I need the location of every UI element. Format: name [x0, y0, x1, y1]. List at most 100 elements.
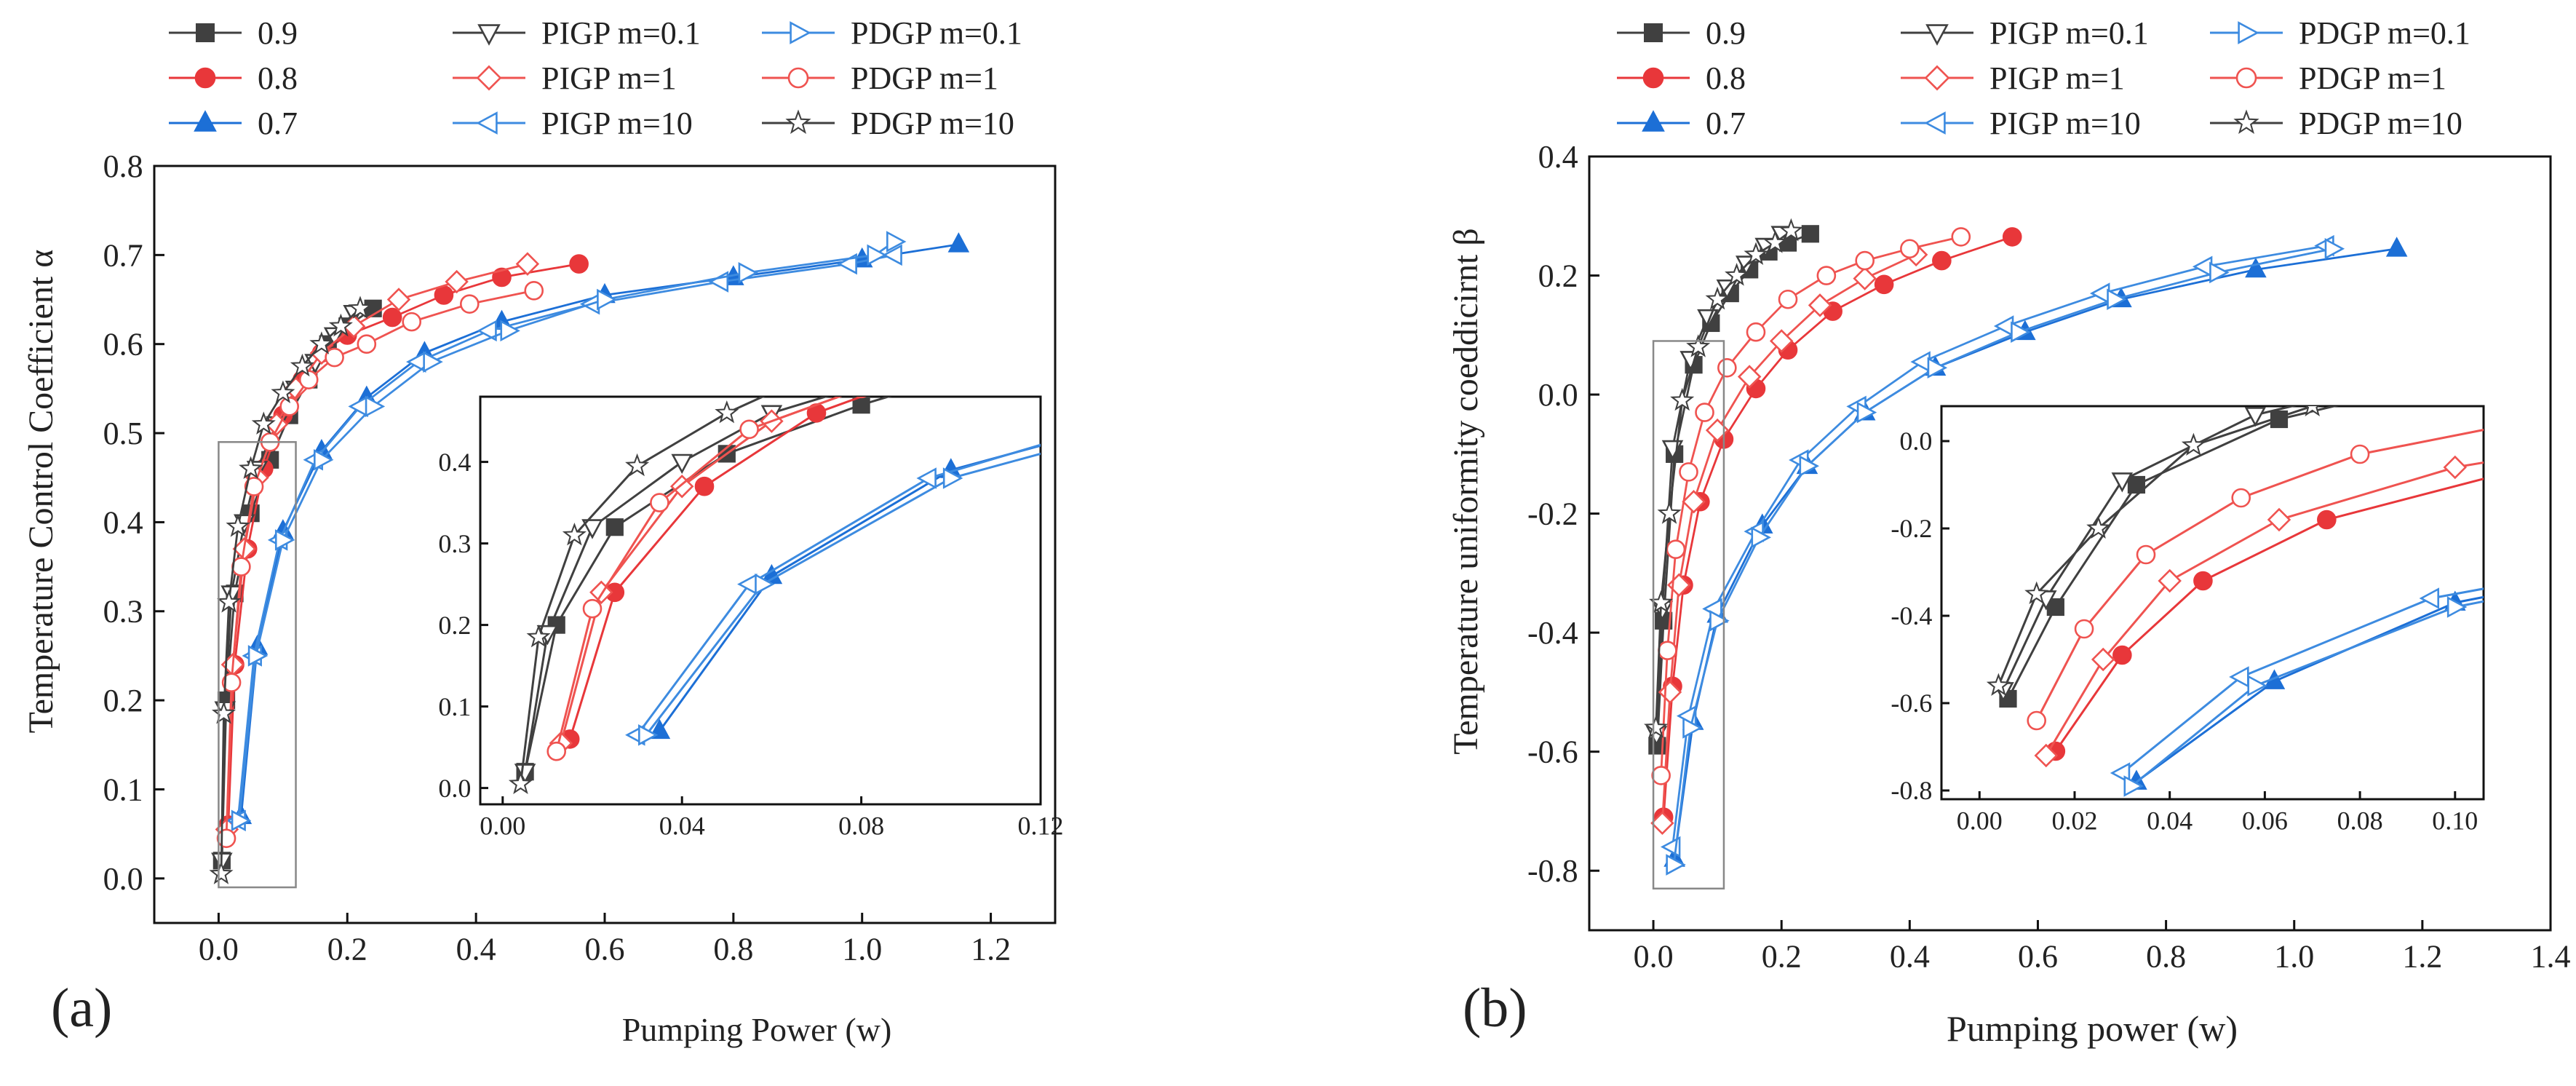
- panel-b: 0.9 PIGP m=0.1 PDGP m=0.1 0.8 PIGP m=1 PDGP m…: [1447, 15, 2571, 1049]
- a-inset-point-pdgp-m-1: [546, 741, 567, 761]
- b-legend-swatch-marker: [1924, 65, 1950, 91]
- a-point-pdgp-m-1: [221, 673, 242, 692]
- a-inset-point-0-8: [942, 355, 960, 373]
- a-inset-point-pdgp-m-10: [806, 362, 826, 381]
- a-inset-point-pigp-m-0-1: [897, 365, 915, 382]
- b-legend-swatch-marker: [1925, 24, 1949, 46]
- a-point-pigp-m-10: [708, 271, 729, 293]
- a-xtick-label: 0.8: [713, 932, 753, 967]
- b-point-pdgp-m-1: [1717, 357, 1737, 378]
- a-inset-point-pigp-m-0-1: [1166, 308, 1184, 325]
- b-inset-point-pigp-m-1: [2443, 455, 2468, 480]
- a-point-pdgp-m-0-1: [738, 262, 759, 284]
- a-line-pdgp-m-1: [225, 289, 534, 839]
- a-point-pdgp-m-0-1: [314, 448, 334, 471]
- a-inset-point-pdgp-m-1: [739, 419, 759, 440]
- a-legend-item-0-9: 0.9: [169, 15, 298, 51]
- a-point-pdgp-m-1: [459, 294, 480, 314]
- a-legend-item-pdgp-m-1: PDGP m=1: [762, 60, 998, 96]
- b-inset-point-pdgp-m-10: [2181, 432, 2206, 456]
- a-inset-xtick-label: 0.00: [480, 811, 525, 840]
- b-point-pdgp-m-1: [1778, 289, 1798, 309]
- b-point-pdgp-m-10: [1644, 715, 1669, 739]
- b-point-pdgp-m-1: [1695, 403, 1714, 422]
- b-point-pdgp-m-1: [1651, 766, 1671, 785]
- a-point-0-8: [569, 254, 589, 274]
- inset-series-group-a: [508, 274, 1543, 795]
- a-point-pdgp-m-1: [298, 370, 319, 389]
- b-inset-point-pdgp-m-10: [2024, 581, 2049, 605]
- a-inset-line-0-8: [568, 397, 864, 740]
- inset-background-b: [1941, 406, 2484, 799]
- b-point-pigp-m-1: [1682, 490, 1706, 514]
- a-inset-point-pigp-m-1: [896, 362, 917, 383]
- y-axis-ticks-a: 0.0 0.1 0.2 0.3 0.4 0.5 0.6 0.7 0.8: [103, 148, 164, 897]
- b-inset-point-pdgp-m-10: [2086, 515, 2111, 539]
- inset-x-ticks-a: 0.00 0.04 0.08 0.12: [480, 796, 1064, 840]
- a-inset-point-pigp-m-0-1: [1031, 333, 1049, 349]
- a-legend-label: 0.9: [258, 15, 298, 51]
- b-legend-label: PIGP m=10: [1989, 106, 2141, 141]
- b-inset-point-pigp-m-1: [2267, 507, 2291, 532]
- a-legend-item-0-8: 0.8: [169, 60, 298, 96]
- a-point-0-7: [947, 232, 970, 253]
- a-inset-point-pigp-m-10: [916, 467, 937, 489]
- b-legend-label: PDGP m=10: [2299, 106, 2462, 141]
- a-inset-point-pdgp-m-0-1: [638, 724, 659, 746]
- a-legend-item-pigp-m-0-1: PIGP m=0.1: [453, 15, 701, 51]
- a-inset-point-0-7: [1211, 387, 1229, 403]
- b-inset-series-pdgp-m-10: [1986, 406, 2320, 697]
- a-inset-point-0-7: [1524, 338, 1543, 354]
- b-point-0-8: [1874, 274, 1894, 295]
- b-point-pigp-m-1: [1737, 365, 1762, 389]
- b-legend-item-pigp-m-1: PIGP m=1: [1901, 60, 2125, 96]
- legend-b: 0.9 PIGP m=0.1 PDGP m=0.1 0.8 PIGP m=1 PDGP m…: [1617, 15, 2470, 141]
- b-legend-label: 0.7: [1706, 106, 1746, 141]
- b-inset-point-pdgp-m-1: [2136, 544, 2156, 565]
- y-axis-ticks-b: -0.8 -0.6 -0.4 -0.2 0.0 0.2 0.4: [1527, 139, 1599, 889]
- b-legend-item-0-9: 0.9: [1617, 15, 1746, 51]
- b-ytick-label: 0.4: [1538, 139, 1578, 175]
- panel-label-a: (a): [51, 978, 112, 1039]
- a-point-pdgp-m-10: [290, 353, 314, 377]
- a-point-pdgp-m-1: [402, 312, 422, 332]
- b-legend-item-pdgp-m-1: PDGP m=1: [2210, 60, 2446, 96]
- a-point-pdgp-m-1: [216, 828, 236, 849]
- a-legend-swatch-marker: [785, 109, 811, 135]
- b-inset-point-pdgp-m-0-1: [2446, 596, 2468, 618]
- b-point-pdgp-m-10: [1744, 242, 1768, 266]
- a-inset-point-pdgp-m-10: [941, 333, 961, 352]
- b-ytick-label: -0.8: [1527, 853, 1578, 889]
- x-axis-ticks-a: 0.0 0.2 0.4 0.6 0.8 1.0 1.2: [199, 913, 1011, 967]
- a-inset-point-pdgp-m-1: [582, 598, 603, 619]
- a-inset-point-pdgp-m-1: [1301, 302, 1319, 320]
- b-inset-point-pdgp-m-10: [2305, 406, 2320, 417]
- b-ytick-label: 0.2: [1538, 258, 1578, 293]
- b-inset-point-0-8: [2193, 571, 2213, 591]
- a-xtick-label: 0.6: [585, 932, 625, 967]
- a-ytick-label: 0.5: [103, 416, 143, 451]
- a-inset-ytick-label: 0.4: [438, 448, 471, 477]
- a-xtick-label: 1.0: [842, 932, 882, 967]
- b-point-pdgp-m-1: [1666, 539, 1686, 559]
- a-inset-point-pigp-m-0-1: [581, 519, 603, 539]
- inset-series-group-b: [1986, 406, 2484, 797]
- a-point-pdgp-m-1: [244, 477, 264, 496]
- b-point-pigp-m-1: [1658, 680, 1682, 705]
- b-inset-line-pdgp-m-10: [1997, 406, 2318, 686]
- a-point-0-8: [434, 285, 454, 305]
- a-point-pdgp-m-10: [239, 456, 263, 480]
- a-point-pdgp-m-10: [328, 313, 353, 337]
- a-xtick-label: 0.0: [199, 932, 239, 967]
- panel-a: 0.9 PIGP m=0.1 PDGP m=0.1 0.8 PIGP m=1 PDGP m…: [22, 15, 1543, 1048]
- b-series-pdgp-m-10: [1644, 218, 1803, 739]
- a-point-0-8: [382, 307, 402, 328]
- b-point-pdgp-m-0-1: [2107, 288, 2127, 311]
- b-inset-point-0-8: [2112, 645, 2132, 665]
- b-point-pdgp-m-1: [1816, 266, 1837, 285]
- a-legend-swatch-marker: [194, 110, 217, 132]
- b-inset-point-0-8: [2317, 510, 2337, 530]
- b-ytick-label: -0.2: [1527, 496, 1578, 532]
- a-point-pdgp-m-10: [348, 296, 373, 319]
- a-inset-point-0-9: [1391, 274, 1407, 290]
